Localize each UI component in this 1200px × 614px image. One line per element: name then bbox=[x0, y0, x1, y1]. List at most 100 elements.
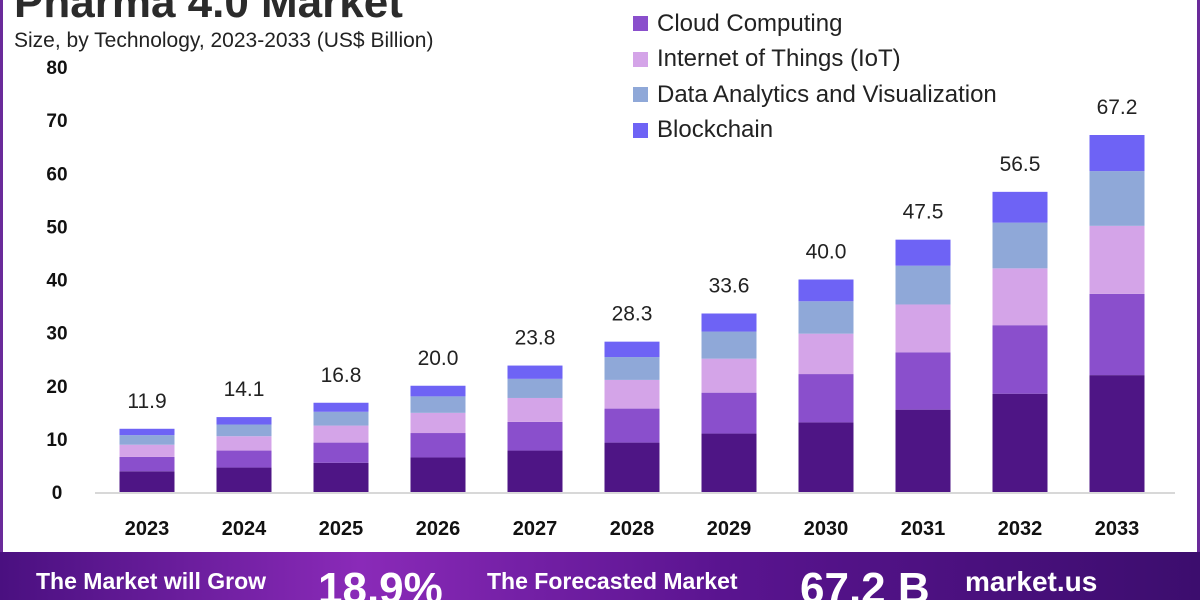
bar-segment-blockchain bbox=[119, 428, 175, 436]
bar-segment-data-analytics-and-visualization bbox=[798, 301, 854, 334]
bar-segment-blockchain bbox=[798, 279, 854, 302]
grow-label: The Market will Grow bbox=[36, 568, 267, 594]
bar-segment-cloud-computing bbox=[798, 374, 854, 423]
data-label: 33.6 bbox=[709, 275, 750, 298]
bar-segment-cloud-computing bbox=[313, 442, 369, 463]
x-tick-label: 2030 bbox=[804, 518, 849, 540]
bar-segment-internet-of-things-iot bbox=[410, 412, 466, 434]
bar-segment-series-1 bbox=[410, 457, 466, 492]
chart-title: Pharma 4.0 Market bbox=[14, 0, 403, 27]
x-tick-label: 2028 bbox=[610, 518, 655, 540]
bar-segment-internet-of-things-iot bbox=[119, 444, 175, 457]
y-tick-label: 60 bbox=[46, 164, 67, 185]
bar-segment-cloud-computing bbox=[701, 392, 757, 434]
legend-swatch bbox=[633, 51, 648, 67]
bar-segment-blockchain bbox=[410, 385, 466, 397]
bar-segment-data-analytics-and-visualization bbox=[410, 396, 466, 413]
legend-item-data-analytics: Data Analytics and Visualization bbox=[633, 77, 997, 113]
data-label: 67.2 bbox=[1097, 96, 1138, 119]
forecast-label: The Forecasted Market bbox=[487, 568, 738, 594]
legend-swatch bbox=[633, 122, 648, 138]
data-label: 56.5 bbox=[1000, 153, 1041, 176]
bar-segment-cloud-computing bbox=[216, 450, 272, 468]
bar-segment-data-analytics-and-visualization bbox=[216, 424, 272, 437]
bar-segment-internet-of-things-iot bbox=[1089, 225, 1145, 294]
cagr-value: 18.9% bbox=[318, 564, 443, 613]
bar-segment-data-analytics-and-visualization bbox=[604, 357, 660, 380]
data-label: 11.9 bbox=[127, 390, 166, 413]
legend-label: Blockchain bbox=[657, 116, 774, 144]
legend-label: Data Analytics and Visualization bbox=[657, 80, 997, 108]
legend-item-blockchain: Blockchain bbox=[633, 113, 997, 149]
y-tick-label: 0 bbox=[52, 483, 63, 504]
bar-segment-internet-of-things-iot bbox=[895, 304, 951, 353]
legend: Cloud Computing Internet of Things (IoT)… bbox=[633, 6, 997, 148]
y-tick-label: 40 bbox=[46, 271, 67, 292]
y-tick-label: 20 bbox=[46, 377, 67, 398]
bar-segment-blockchain bbox=[507, 365, 563, 379]
bar-segment-series-1 bbox=[507, 450, 563, 492]
legend-swatch bbox=[633, 16, 648, 32]
data-label: 23.8 bbox=[515, 327, 556, 350]
footer-banner: The Market will Grow 18.9% The Forecaste… bbox=[0, 552, 1200, 613]
x-tick-label: 2023 bbox=[125, 518, 170, 540]
bar-segment-internet-of-things-iot bbox=[507, 397, 563, 422]
x-tick-label: 2026 bbox=[416, 518, 461, 540]
stacked-bar-chart: 0102030405060708011.9202314.1202416.8202… bbox=[46, 58, 1175, 540]
y-tick-label: 10 bbox=[46, 430, 67, 451]
legend-label: Internet of Things (IoT) bbox=[657, 45, 901, 73]
bar-segment-series-1 bbox=[313, 462, 369, 492]
y-tick-label: 30 bbox=[46, 324, 67, 345]
y-tick-label: 80 bbox=[46, 58, 67, 79]
bar-segment-blockchain bbox=[992, 191, 1048, 223]
bar-segment-blockchain bbox=[895, 239, 951, 266]
bar-segment-series-1 bbox=[992, 393, 1048, 492]
bar-segment-internet-of-things-iot bbox=[798, 333, 854, 375]
bar-segment-series-1 bbox=[895, 409, 951, 492]
x-tick-label: 2027 bbox=[513, 518, 558, 540]
bar-segment-cloud-computing bbox=[1089, 293, 1145, 376]
bar-segment-data-analytics-and-visualization bbox=[701, 331, 757, 359]
x-tick-label: 2031 bbox=[901, 518, 946, 540]
forecast-value: 67.2 B bbox=[800, 564, 930, 613]
data-label: 20.0 bbox=[418, 347, 459, 370]
data-label: 28.3 bbox=[612, 303, 653, 326]
x-tick-label: 2032 bbox=[998, 518, 1043, 540]
bar-segment-series-1 bbox=[798, 422, 854, 492]
legend-item-cloud: Cloud Computing bbox=[633, 6, 997, 42]
data-label: 16.8 bbox=[321, 364, 362, 387]
data-label: 40.0 bbox=[806, 241, 847, 264]
data-label: 47.5 bbox=[903, 201, 944, 224]
bar-segment-data-analytics-and-visualization bbox=[119, 435, 175, 445]
bar-segment-internet-of-things-iot bbox=[992, 268, 1048, 326]
bar-segment-cloud-computing bbox=[507, 421, 563, 451]
y-tick-label: 50 bbox=[46, 217, 67, 238]
bar-segment-cloud-computing bbox=[119, 456, 175, 472]
legend-swatch bbox=[633, 87, 648, 103]
bar-segment-series-1 bbox=[119, 471, 175, 492]
bar-segment-series-1 bbox=[216, 467, 272, 492]
bar-segment-cloud-computing bbox=[410, 433, 466, 458]
chart-subtitle: Size, by Technology, 2023-2033 (US$ Bill… bbox=[14, 29, 434, 52]
bar-segment-data-analytics-and-visualization bbox=[992, 222, 1048, 269]
bar-segment-internet-of-things-iot bbox=[216, 436, 272, 451]
chart-frame bbox=[0, 0, 1200, 552]
x-tick-label: 2033 bbox=[1095, 518, 1140, 540]
legend-item-iot: Internet of Things (IoT) bbox=[633, 42, 997, 78]
bar-segment-cloud-computing bbox=[895, 352, 951, 410]
bar-segment-cloud-computing bbox=[992, 325, 1048, 394]
bar-segment-data-analytics-and-visualization bbox=[507, 378, 563, 398]
x-tick-label: 2024 bbox=[222, 518, 267, 540]
y-tick-label: 70 bbox=[46, 111, 67, 132]
x-tick-label: 2029 bbox=[707, 518, 752, 540]
bar-segment-blockchain bbox=[216, 417, 272, 425]
brand-logo: market.us bbox=[965, 566, 1098, 597]
bar-segment-internet-of-things-iot bbox=[701, 358, 757, 393]
x-tick-label: 2025 bbox=[319, 518, 364, 540]
legend-label: Cloud Computing bbox=[657, 9, 843, 37]
bar-segment-blockchain bbox=[701, 313, 757, 332]
bar-segment-cloud-computing bbox=[604, 408, 660, 443]
bar-segment-internet-of-things-iot bbox=[604, 379, 660, 409]
bar-segment-internet-of-things-iot bbox=[313, 425, 369, 443]
bar-segment-series-1 bbox=[701, 433, 757, 492]
